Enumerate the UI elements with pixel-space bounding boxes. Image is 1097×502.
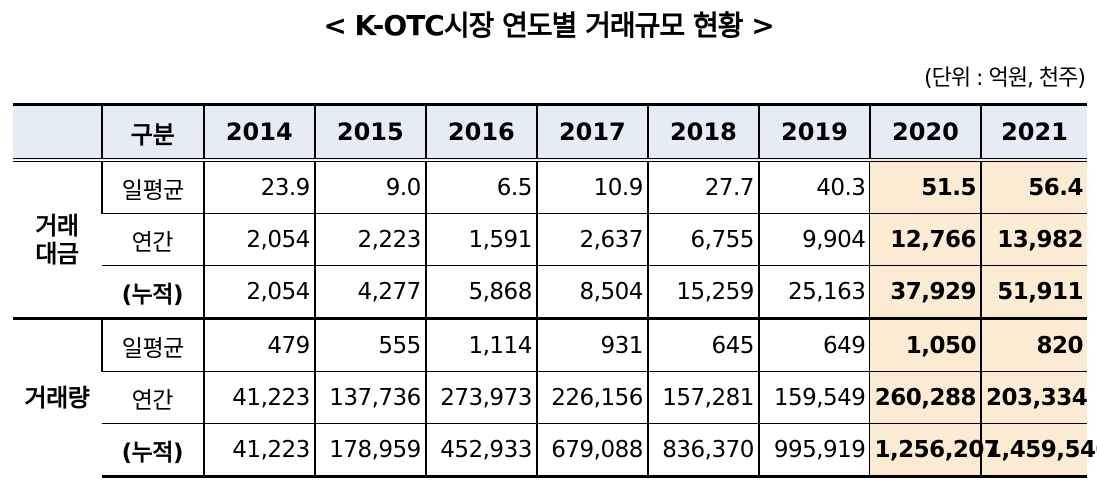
table-row: (누적) 41,223 178,959 452,933 679,088 836,…	[13, 423, 1097, 478]
header-row: 구분 2014 2015 2016 2017 2018 2019 2020 20…	[13, 103, 1087, 162]
group-label-line: 거래	[35, 211, 79, 240]
unit-note: (단위 : 억원, 천주)	[924, 66, 1086, 91]
cell-highlight: 12,766	[869, 213, 981, 266]
page-title: < K-OTC시장 연도별 거래규모 현황 >	[323, 9, 774, 42]
cell-highlight: 1,050	[869, 317, 981, 372]
cell-highlight: 51.5	[869, 159, 981, 214]
header-year: 2021	[979, 103, 1087, 162]
cell: 6,755	[646, 213, 759, 266]
cell-highlight: 51,911	[979, 265, 1087, 319]
cell: 2,637	[535, 213, 648, 266]
cell: 226,156	[535, 371, 648, 424]
header-year: 2015	[313, 103, 426, 162]
row-label: (누적)	[101, 423, 204, 478]
cell: 25,163	[757, 265, 870, 319]
group-label-trading-value: 거래 대금	[13, 159, 102, 319]
cell: 159,549	[757, 371, 870, 424]
row-label: (누적)	[101, 265, 204, 319]
cell: 679,088	[535, 423, 648, 478]
cell-highlight: 1,256,207	[869, 423, 1000, 478]
cell: 555	[313, 317, 426, 372]
cell: 649	[757, 317, 870, 372]
cell: 41,223	[202, 423, 315, 478]
cell: 157,281	[646, 371, 759, 424]
header-year: 2018	[646, 103, 759, 162]
group-label-trading-volume: 거래량	[13, 317, 102, 477]
cell: 137,736	[313, 371, 426, 424]
group-label-line: 대금	[35, 239, 79, 268]
cell-highlight: 1,459,540	[979, 423, 1097, 478]
cell: 9.0	[313, 159, 426, 214]
cell-highlight: 37,929	[869, 265, 981, 319]
cell: 995,919	[757, 423, 870, 478]
row-label: 연간	[101, 213, 204, 266]
header-blank	[13, 103, 102, 162]
table-row: 거래 대금 일평균 23.9 9.0 6.5 10.9 27.7 40.3 51…	[13, 159, 1087, 319]
header-year: 2017	[535, 103, 648, 162]
cell-highlight: 203,334	[979, 371, 1088, 424]
cell: 41,223	[202, 371, 315, 424]
cell: 2,054	[202, 213, 315, 266]
cell: 2,054	[202, 265, 315, 319]
cell: 479	[202, 317, 315, 372]
cell: 8,504	[535, 265, 648, 319]
cell-highlight: 820	[979, 317, 1087, 372]
cell-highlight: 13,982	[979, 213, 1087, 266]
table-row: 연간 41,223 137,736 273,973 226,156 157,28…	[13, 371, 1088, 424]
row-label: 연간	[101, 371, 204, 424]
cell: 40.3	[757, 159, 870, 214]
header-year: 2016	[424, 103, 537, 162]
cell: 452,933	[424, 423, 537, 478]
cell: 9,904	[757, 213, 870, 266]
cell: 178,959	[313, 423, 426, 478]
trading-volume-table: 구분 2014 2015 2016 2017 2018 2019 2020 20…	[13, 103, 1097, 478]
cell: 23.9	[202, 159, 315, 214]
row-label: 일평균	[100, 317, 204, 372]
cell: 1,591	[424, 213, 537, 266]
cell-highlight: 56.4	[979, 159, 1087, 214]
table-row: 거래량 일평균 479 555 1,114 931 645 649 1,050 …	[13, 317, 1087, 477]
row-label: 일평균	[100, 159, 204, 214]
cell: 15,259	[646, 265, 759, 319]
header-year: 2014	[202, 103, 315, 162]
table-row: (누적) 2,054 4,277 5,868 8,504 15,259 25,1…	[13, 265, 1087, 319]
header-year: 2019	[757, 103, 870, 162]
cell: 2,223	[313, 213, 426, 266]
cell-highlight: 260,288	[869, 371, 981, 424]
cell: 1,114	[424, 317, 537, 372]
table-row: 연간 2,054 2,223 1,591 2,637 6,755 9,904 1…	[13, 213, 1087, 266]
cell: 5,868	[424, 265, 537, 319]
header-year: 2020	[868, 103, 981, 162]
cell: 10.9	[535, 159, 648, 214]
cell: 931	[535, 317, 648, 372]
header-category: 구분	[100, 103, 204, 162]
cell: 4,277	[313, 265, 426, 319]
cell: 273,973	[424, 371, 537, 424]
cell: 645	[646, 317, 759, 372]
cell: 27.7	[646, 159, 759, 214]
cell: 836,370	[646, 423, 759, 478]
cell: 6.5	[424, 159, 537, 214]
